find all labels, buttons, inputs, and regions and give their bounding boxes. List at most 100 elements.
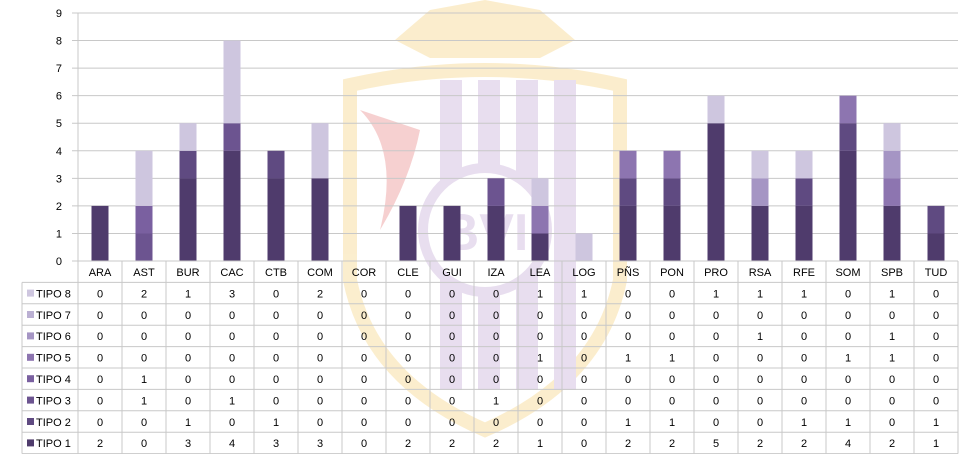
y-axis: 0 1 2 3 4 5 6 7 8 9 [56, 8, 79, 268]
data-label: 0 [405, 395, 411, 407]
category-label: PON [660, 267, 684, 279]
category-label: ARA [89, 267, 112, 279]
flame-shape [360, 110, 420, 230]
data-label: 0 [625, 310, 631, 322]
data-label: 2 [757, 438, 763, 450]
data-label: 0 [581, 331, 587, 343]
category-label: TUD [925, 267, 948, 279]
data-label: 0 [273, 331, 279, 343]
data-label: 0 [361, 353, 367, 365]
data-label: 0 [669, 331, 675, 343]
bar-segment [267, 150, 285, 179]
data-label: 0 [185, 395, 191, 407]
data-label: 0 [757, 374, 763, 386]
legend-label: TIPO 4 [36, 374, 71, 386]
data-label: 0 [625, 331, 631, 343]
data-label: 0 [669, 374, 675, 386]
bars [91, 40, 945, 261]
bar-segment [179, 178, 197, 261]
data-label: 0 [669, 395, 675, 407]
data-label: 1 [141, 374, 147, 386]
y-tick-label: 6 [56, 91, 62, 103]
data-label: 0 [185, 353, 191, 365]
data-label: 4 [229, 438, 235, 450]
bar-segment [531, 205, 549, 234]
bar-segment [883, 205, 901, 261]
data-label: 0 [889, 374, 895, 386]
data-label: 0 [273, 395, 279, 407]
data-label: 0 [449, 417, 455, 429]
data-label: 0 [493, 310, 499, 322]
data-label: 3 [317, 438, 323, 450]
y-tick-label: 4 [56, 146, 62, 158]
data-label: 0 [801, 374, 807, 386]
category-label: LEA [530, 267, 551, 279]
data-label: 0 [317, 374, 323, 386]
data-label: 0 [889, 310, 895, 322]
data-label: 2 [801, 438, 807, 450]
data-label: 0 [845, 395, 851, 407]
data-label: 0 [669, 288, 675, 300]
data-label: 0 [449, 310, 455, 322]
data-label: 2 [317, 288, 323, 300]
data-label: 0 [405, 353, 411, 365]
data-label: 0 [669, 310, 675, 322]
legend-swatch [27, 396, 34, 404]
legend-swatch [27, 439, 34, 447]
data-label: 0 [933, 310, 939, 322]
data-label: 0 [449, 374, 455, 386]
legend-swatch [27, 375, 34, 383]
bar-segment [575, 233, 593, 261]
legend-swatch [27, 353, 34, 361]
bar-segment [531, 178, 549, 206]
data-label: 0 [889, 417, 895, 429]
category-label: CTB [265, 267, 287, 279]
bar-segment [839, 95, 857, 124]
data-label: 0 [845, 374, 851, 386]
bar-segment [399, 205, 417, 261]
data-label: 0 [405, 310, 411, 322]
data-label: 0 [361, 288, 367, 300]
category-label: IZA [487, 267, 505, 279]
data-label: 0 [229, 331, 235, 343]
bar-segment [267, 178, 285, 261]
data-label: 0 [933, 353, 939, 365]
bar-segment [619, 178, 637, 206]
data-label: 2 [449, 438, 455, 450]
y-tick-label: 1 [56, 228, 62, 240]
data-label: 1 [185, 288, 191, 300]
bar-segment [223, 123, 241, 151]
bar-segment [487, 178, 505, 206]
bar-segment [707, 123, 725, 261]
category-label: LOG [572, 267, 595, 279]
data-label: 0 [493, 331, 499, 343]
data-label: 0 [317, 310, 323, 322]
category-label: COM [307, 267, 333, 279]
data-label: 0 [581, 374, 587, 386]
data-label: 0 [581, 353, 587, 365]
data-label: 0 [537, 374, 543, 386]
data-label: 0 [141, 438, 147, 450]
legend-swatch [27, 332, 34, 340]
data-label: 3 [273, 438, 279, 450]
data-label: 1 [713, 288, 719, 300]
data-label: 0 [801, 395, 807, 407]
bar-segment [531, 233, 549, 261]
bar-segment [311, 123, 329, 179]
legend-label: TIPO 5 [36, 353, 71, 365]
data-label: 1 [625, 353, 631, 365]
data-label: 0 [229, 310, 235, 322]
legend-swatch [27, 418, 34, 425]
data-label: 1 [669, 417, 675, 429]
data-label: 0 [361, 438, 367, 450]
data-label: 0 [581, 395, 587, 407]
data-label: 1 [889, 353, 895, 365]
legend-swatch [27, 289, 34, 297]
category-label: AST [133, 267, 155, 279]
category-label: SPB [881, 267, 903, 279]
data-label: 0 [449, 288, 455, 300]
data-label: 0 [801, 310, 807, 322]
bar-segment [927, 205, 945, 234]
data-label: 0 [625, 288, 631, 300]
data-label: 1 [185, 417, 191, 429]
